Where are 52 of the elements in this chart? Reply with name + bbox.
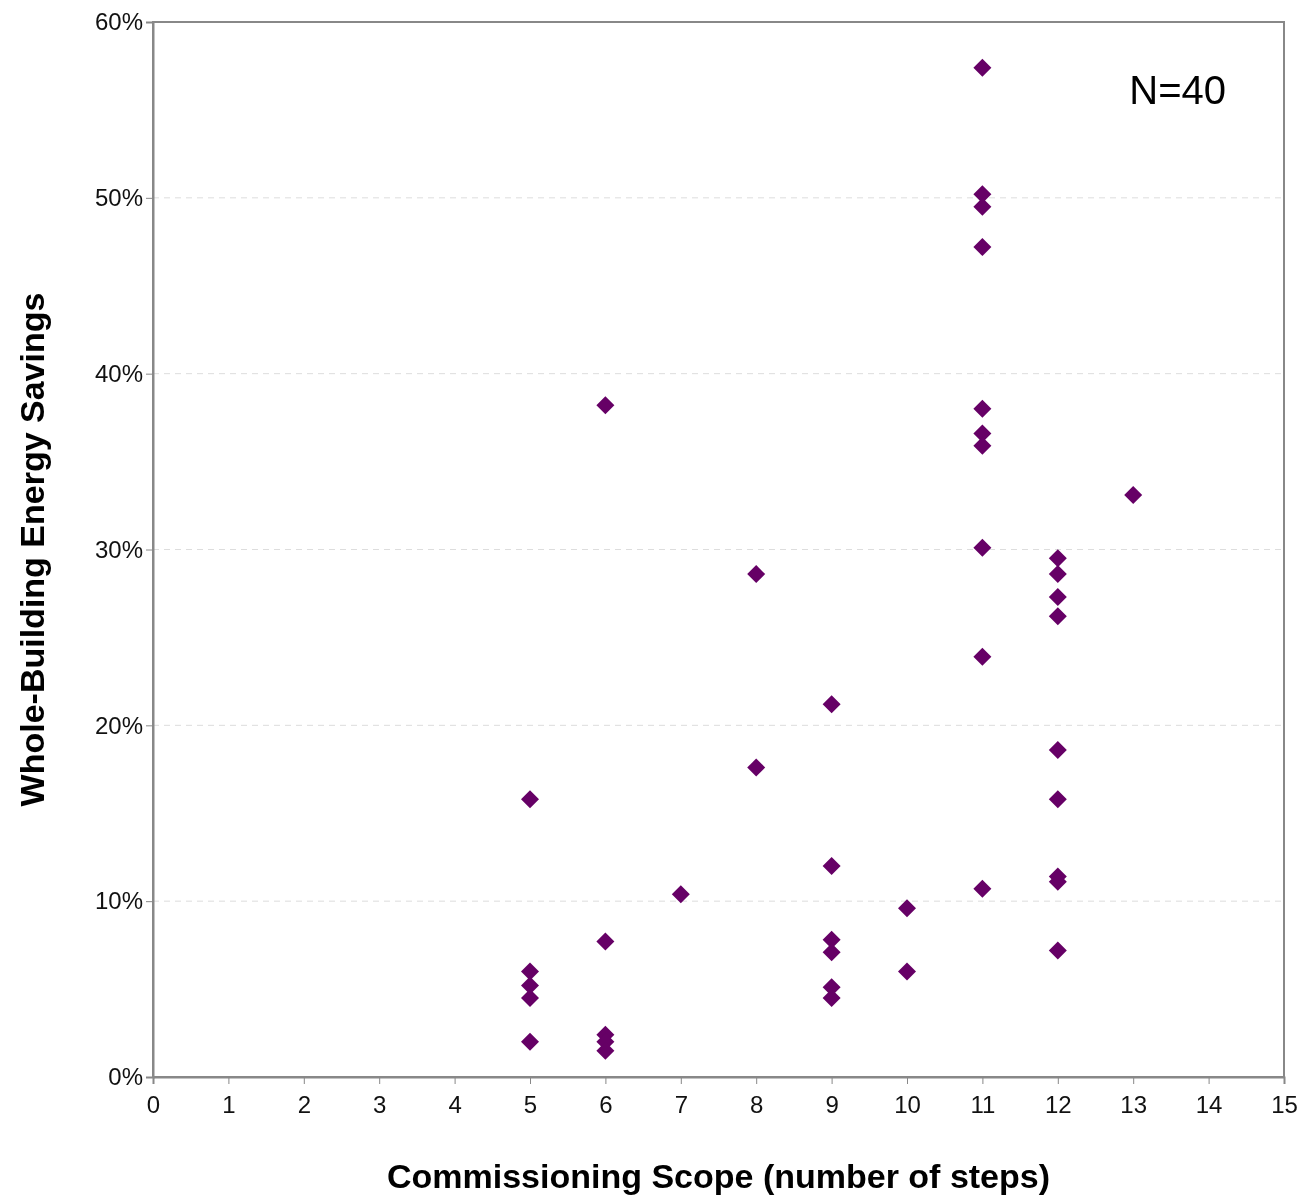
point <box>521 962 539 981</box>
point <box>1048 740 1067 759</box>
x-tick-label: 9 <box>825 1091 839 1119</box>
y-tick-label: 0% <box>108 1063 143 1091</box>
point <box>973 538 992 557</box>
point <box>596 396 615 415</box>
y-tick-label: 50% <box>94 184 143 212</box>
x-tick-label: 5 <box>523 1091 538 1119</box>
point <box>1124 485 1143 504</box>
y-tick-label: 40% <box>94 359 143 387</box>
point <box>973 238 992 257</box>
y-tick-label: 10% <box>94 887 143 915</box>
point <box>671 885 690 904</box>
point <box>747 565 766 584</box>
x-axis-title: Commissioning Scope (number of steps) <box>386 1157 1051 1195</box>
point <box>521 1032 539 1051</box>
point <box>898 899 916 918</box>
point <box>973 58 992 77</box>
point <box>973 647 992 666</box>
y-axis-title: Whole-Building Energy Savings <box>13 292 51 807</box>
x-tick-label: 14 <box>1195 1091 1223 1119</box>
x-tick-label: 15 <box>1271 1091 1298 1119</box>
x-tick-label: 6 <box>599 1091 613 1119</box>
point <box>596 932 615 951</box>
x-tick-label: 0 <box>146 1091 161 1119</box>
x-tick-label: 2 <box>297 1091 311 1119</box>
point <box>1048 565 1067 584</box>
y-tick-label: 20% <box>94 711 143 739</box>
annotation: N=40 <box>1129 68 1226 112</box>
point <box>1048 587 1067 606</box>
y-tick-label: 30% <box>94 535 143 563</box>
x-tick-label: 13 <box>1120 1091 1148 1119</box>
point <box>973 879 992 898</box>
point <box>1048 607 1067 626</box>
x-tick-label: 10 <box>894 1091 921 1119</box>
point <box>973 399 992 418</box>
point <box>822 857 841 875</box>
x-tick-label: 11 <box>970 1091 996 1119</box>
point <box>747 758 766 777</box>
x-tick-label: 4 <box>448 1091 462 1119</box>
point <box>898 962 916 981</box>
x-tick-label: 8 <box>750 1091 764 1119</box>
x-tick-label: 1 <box>222 1091 236 1119</box>
y-tick-label: 60% <box>94 8 143 36</box>
point <box>1048 941 1067 960</box>
point <box>521 790 539 809</box>
point <box>1048 549 1067 568</box>
x-tick-label: 7 <box>674 1091 688 1119</box>
point <box>822 695 841 714</box>
x-tick-label: 12 <box>1044 1091 1072 1119</box>
point <box>1048 790 1067 809</box>
x-tick-label: 3 <box>373 1091 387 1119</box>
